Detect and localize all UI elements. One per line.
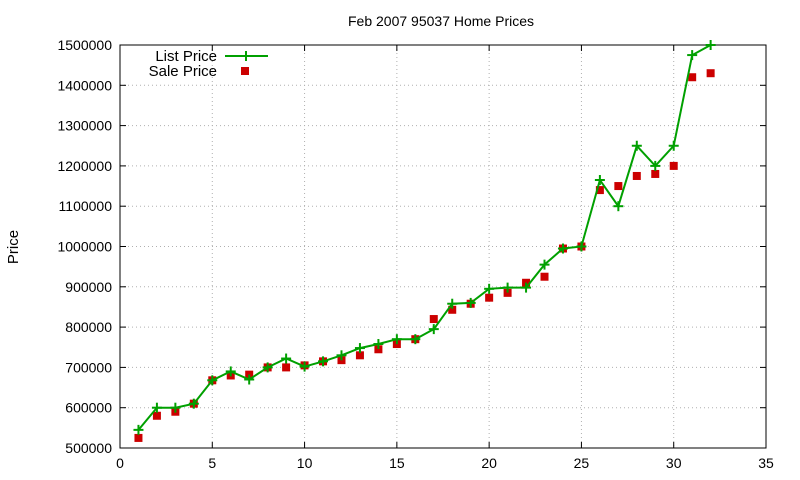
legend-entry-list-price: List Price xyxy=(155,48,268,65)
list-price-point xyxy=(613,201,624,212)
y-tick-label: 1200000 xyxy=(57,158,112,174)
list-price-point xyxy=(262,362,273,373)
y-tick-label: 1500000 xyxy=(57,37,112,53)
list-price-point xyxy=(484,283,495,294)
list-price-point xyxy=(687,50,698,61)
sale-price-point xyxy=(651,169,660,178)
x-tick-label: 20 xyxy=(481,455,497,471)
y-tick-label: 600000 xyxy=(65,400,112,416)
sale-price-point xyxy=(706,69,715,78)
list-price-point xyxy=(521,282,532,293)
list-price-point xyxy=(244,374,255,385)
y-tick-label: 800000 xyxy=(65,319,112,335)
legend-marker-list-price xyxy=(241,51,251,61)
sale-price-point xyxy=(282,363,291,372)
legend-marker-sale-price xyxy=(241,67,249,75)
x-tick-label: 15 xyxy=(389,455,405,471)
x-tick-label: 35 xyxy=(758,455,774,471)
sale-price-point xyxy=(595,186,604,195)
sale-price-point xyxy=(485,293,494,302)
sale-price-point xyxy=(152,411,161,420)
list-price-point xyxy=(281,353,292,364)
sale-price-point xyxy=(374,345,383,354)
axis-ticks xyxy=(119,44,767,449)
list-price-point xyxy=(502,282,513,293)
legend-label-list-price: List Price xyxy=(155,48,217,65)
y-tick-label: 900000 xyxy=(65,279,112,295)
list-price-point xyxy=(391,334,402,345)
y-axis-label: Price xyxy=(5,230,22,264)
list-price-point xyxy=(539,259,550,270)
list-price-point xyxy=(188,398,199,409)
sale-price-point xyxy=(688,73,697,82)
list-price-point xyxy=(576,241,587,252)
x-tick-label: 25 xyxy=(574,455,590,471)
sale-price-point xyxy=(632,171,641,180)
x-tick-label: 5 xyxy=(208,455,216,471)
list-price-point xyxy=(594,175,605,186)
tick-labels: 500000 600000 700000 800000 900000 1000000 110… xyxy=(57,37,774,471)
list-price-point xyxy=(299,361,310,372)
list-price-point xyxy=(428,324,439,335)
list-price-point xyxy=(631,140,642,151)
series-list-price xyxy=(133,40,716,435)
sale-price-point xyxy=(669,161,678,170)
list-price-point xyxy=(151,402,162,413)
list-price-point xyxy=(650,160,661,171)
list-price-point xyxy=(207,375,218,386)
list-price-point xyxy=(705,40,716,50)
list-price-point xyxy=(318,356,329,367)
list-price-point xyxy=(170,402,181,413)
sale-price-point xyxy=(540,272,549,281)
list-price-point xyxy=(668,140,679,151)
y-tick-label: 1000000 xyxy=(57,239,112,255)
list-price-point xyxy=(373,339,384,350)
sale-price-point xyxy=(355,351,364,360)
y-tick-label: 1300000 xyxy=(57,118,112,134)
grid xyxy=(120,45,766,448)
series-layer xyxy=(133,40,716,442)
x-tick-label: 30 xyxy=(666,455,682,471)
list-price-point xyxy=(336,350,347,361)
legend: List Price Sale Price xyxy=(149,48,268,80)
chart-title: Feb 2007 95037 Home Prices xyxy=(348,13,534,29)
list-price-point xyxy=(133,424,144,435)
x-tick-label: 10 xyxy=(297,455,313,471)
list-price-point xyxy=(354,343,365,354)
sale-price-point xyxy=(429,315,438,324)
list-price-point xyxy=(447,298,458,309)
legend-entry-sale-price: Sale Price xyxy=(149,63,249,80)
sale-price-point xyxy=(503,288,512,297)
sale-price-point xyxy=(134,433,143,442)
sale-price-point xyxy=(614,182,623,191)
list-price-line xyxy=(137,44,712,431)
sale-price-point xyxy=(448,305,457,314)
list-price-point xyxy=(410,334,421,345)
list-price-point xyxy=(557,243,568,254)
list-price-point xyxy=(465,297,476,308)
x-tick-label: 0 xyxy=(116,455,124,471)
legend-label-sale-price: Sale Price xyxy=(149,63,217,80)
y-tick-label: 1400000 xyxy=(57,77,112,93)
y-tick-label: 500000 xyxy=(65,440,112,456)
y-tick-label: 1100000 xyxy=(59,198,113,214)
y-tick-label: 700000 xyxy=(65,359,112,375)
list-price-point xyxy=(225,366,236,377)
